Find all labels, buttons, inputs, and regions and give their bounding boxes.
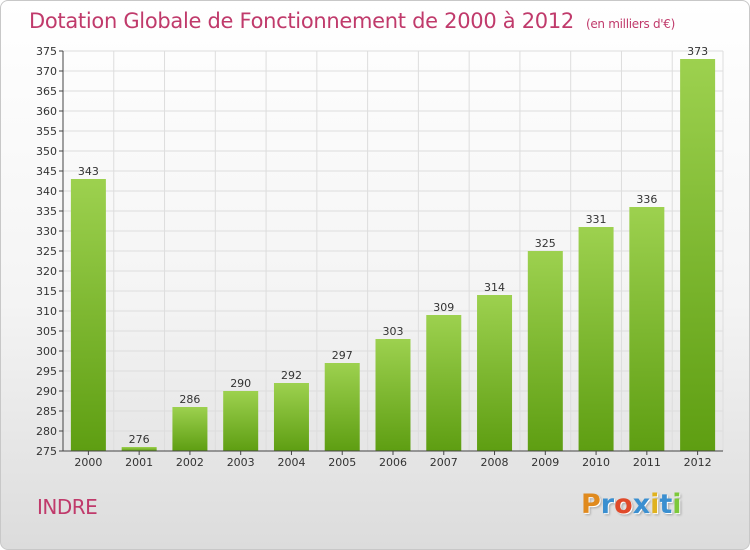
x-tick-label: 2005 <box>328 456 356 469</box>
y-tick-label: 300 <box>36 345 57 358</box>
data-label: 290 <box>230 377 251 390</box>
y-tick-label: 310 <box>36 305 57 318</box>
axes <box>59 50 723 455</box>
data-label: 314 <box>484 281 505 294</box>
logo-letter: o <box>614 489 633 520</box>
bar <box>375 339 411 451</box>
data-label: 343 <box>78 165 99 178</box>
logo-letter: P <box>581 489 601 520</box>
data-label: 325 <box>535 237 556 250</box>
data-label: 373 <box>687 45 708 58</box>
place-name: INDRE <box>37 495 98 519</box>
x-tick-label: 2012 <box>684 456 712 469</box>
bar <box>477 295 513 451</box>
bar <box>426 315 462 451</box>
data-label: 331 <box>586 213 607 226</box>
y-tick-label: 275 <box>36 445 57 458</box>
y-tick-label: 345 <box>36 165 57 178</box>
bar <box>324 363 360 451</box>
logo-letter: i <box>672 489 682 520</box>
bar <box>121 447 157 451</box>
bar <box>172 407 208 451</box>
x-tick-label: 2010 <box>582 456 610 469</box>
y-tick-label: 355 <box>36 125 57 138</box>
data-label: 276 <box>129 433 150 446</box>
chart-title: Dotation Globale de Fonctionnement de 20… <box>29 9 675 33</box>
y-tick-label: 340 <box>36 185 57 198</box>
bars <box>70 59 716 451</box>
y-tick-label: 320 <box>36 265 57 278</box>
y-tick-label: 290 <box>36 385 57 398</box>
logo-letter: x <box>632 489 651 520</box>
x-tick-label: 2002 <box>176 456 204 469</box>
y-tick-label: 350 <box>36 145 57 158</box>
logo-letter: t <box>659 489 673 520</box>
chart-subtitle: (en milliers d'€) <box>585 17 675 31</box>
y-tick-label: 370 <box>36 65 57 78</box>
data-label: 309 <box>433 301 454 314</box>
bar <box>273 383 309 451</box>
x-tick-label: 2004 <box>277 456 305 469</box>
x-tick-label: 2006 <box>379 456 407 469</box>
data-label: 336 <box>636 193 657 206</box>
y-tick-label: 360 <box>36 105 57 118</box>
bar <box>70 179 106 451</box>
bar <box>629 207 665 451</box>
x-tick-label: 2003 <box>227 456 255 469</box>
proxiti-logo: Proxiti <box>581 489 682 520</box>
bar <box>223 391 259 451</box>
x-tick-label: 2008 <box>481 456 509 469</box>
y-tick-label: 280 <box>36 425 57 438</box>
x-tick-label: 2011 <box>633 456 661 469</box>
bar <box>578 227 614 451</box>
data-label: 297 <box>332 349 353 362</box>
y-tick-label: 365 <box>36 85 57 98</box>
y-tick-label: 315 <box>36 285 57 298</box>
y-tick-label: 305 <box>36 325 57 338</box>
y-tick-label: 285 <box>36 405 57 418</box>
bar <box>527 251 563 451</box>
data-label: 286 <box>179 393 200 406</box>
x-tick-label: 2001 <box>125 456 153 469</box>
y-tick-label: 375 <box>36 45 57 58</box>
bar <box>680 59 716 451</box>
y-tick-label: 295 <box>36 365 57 378</box>
y-tick-label: 325 <box>36 245 57 258</box>
y-tick-label: 330 <box>36 225 57 238</box>
logo-letter: i <box>650 489 660 520</box>
data-label: 292 <box>281 369 302 382</box>
labels: 275 280 285 290 295 300 305 310 315 320 325 330 335 3… <box>36 45 712 469</box>
chart-title-text: Dotation Globale de Fonctionnement de 20… <box>29 9 574 33</box>
logo-letter: r <box>600 489 615 520</box>
y-tick-label: 335 <box>36 205 57 218</box>
data-label: 303 <box>383 325 404 338</box>
x-tick-label: 2000 <box>74 456 102 469</box>
x-tick-label: 2007 <box>430 456 458 469</box>
x-tick-label: 2009 <box>531 456 559 469</box>
